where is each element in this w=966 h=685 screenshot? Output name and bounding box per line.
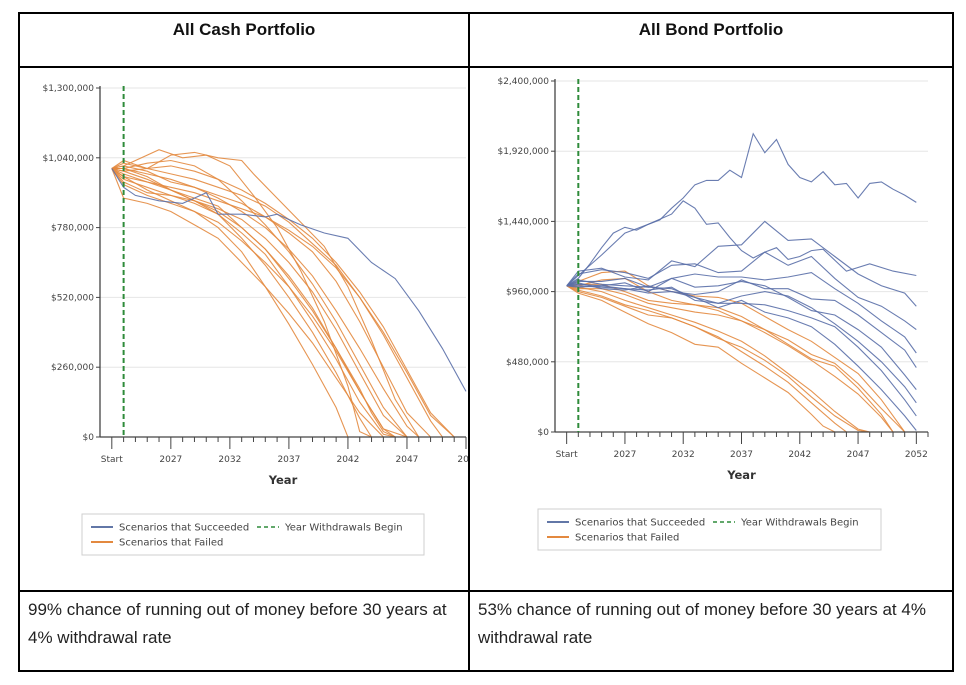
- legend-box: [81, 513, 425, 556]
- y-tick-label: $1,300,000: [42, 84, 94, 94]
- legend-failed-label: Scenarios that Failed: [575, 533, 679, 544]
- succeeded-scenario-line: [566, 277, 917, 390]
- x-axis-title: Year: [726, 468, 756, 482]
- legend-succeeded-label: Scenarios that Succeeded: [119, 523, 249, 534]
- failed-scenario-line: [566, 285, 917, 433]
- chart-legend: Scenarios that Succeeded Year Withdrawals…: [81, 513, 425, 556]
- bond-failure-note: 53% chance of running out of money befor…: [478, 600, 926, 647]
- failed-scenario-line: [111, 168, 466, 438]
- succeeded-scenario-line: [566, 279, 917, 368]
- y-tick-label: $520,000: [51, 293, 94, 303]
- bond-portfolio-chart: $0 $480,000 $960,000 $1,440,000 $1,920,000 $2…: [497, 77, 929, 551]
- header-cell-cash: All Cash Portfolio: [18, 12, 470, 68]
- legend-succeeded-label: Scenarios that Succeeded: [575, 518, 705, 529]
- y-tick-label: $480,000: [506, 358, 549, 368]
- succeeded-scenario-line: [566, 132, 917, 287]
- failed-scenario-line: [111, 159, 466, 438]
- x-tick-label: 2027: [159, 455, 182, 465]
- failed-scenario-line: [566, 285, 917, 433]
- legend-failed-label: Scenarios that Failed: [119, 538, 223, 549]
- failed-scenario-line: [111, 167, 466, 438]
- cash-portfolio-chart: $0 $260,000 $520,000 $780,000 $1,040,000 $1,3…: [42, 84, 468, 556]
- x-tick-label: 2042: [336, 455, 359, 465]
- x-tick-label: Start: [556, 450, 578, 460]
- chart-cell-cash: $0 $260,000 $520,000 $780,000 $1,040,000 $1,3…: [18, 66, 470, 592]
- succeeded-scenario-line: [566, 279, 917, 417]
- header-cell-bond: All Bond Portfolio: [468, 12, 954, 68]
- y-tick-label: $1,920,000: [497, 147, 549, 157]
- failed-scenario-line: [566, 285, 917, 433]
- legend-box: [537, 508, 882, 551]
- legend-withdrawal-label: Year Withdrawals Begin: [740, 518, 859, 529]
- failed-scenario-line: [111, 149, 466, 438]
- bond-portfolio-title: All Bond Portfolio: [638, 20, 784, 39]
- x-axis-title: Year: [268, 473, 298, 487]
- x-tick-label: 2047: [396, 455, 419, 465]
- failed-scenario-line: [111, 168, 466, 438]
- x-tick-label: 2052: [905, 450, 928, 460]
- failed-scenario-line: [111, 168, 466, 438]
- failed-scenario-line: [111, 168, 466, 438]
- x-tick-label: 2042: [788, 450, 811, 460]
- succeeded-scenario-line: [566, 283, 917, 431]
- failed-scenario-line: [111, 168, 466, 438]
- y-tick-label: $260,000: [51, 363, 94, 373]
- cash-portfolio-title: All Cash Portfolio: [172, 20, 316, 39]
- legend-withdrawal-label: Year Withdrawals Begin: [284, 523, 403, 534]
- y-tick-label: $960,000: [506, 288, 549, 298]
- failed-scenario-line: [566, 285, 917, 433]
- y-tick-label: $2,400,000: [497, 77, 549, 87]
- y-tick-label: $780,000: [51, 224, 94, 234]
- y-tick-label: $0: [538, 428, 550, 438]
- failed-scenario-line: [566, 283, 917, 433]
- x-tick-label: 2032: [218, 455, 241, 465]
- x-tick-label: 2037: [277, 455, 300, 465]
- failed-scenario-line: [566, 277, 917, 433]
- succeeded-scenario-line: [566, 220, 917, 307]
- x-tick-label: 2027: [613, 450, 636, 460]
- y-tick-label: $0: [83, 433, 95, 443]
- succeeded-scenario-line: [566, 272, 917, 354]
- footer-cell-cash: 99% chance of running out of money befor…: [18, 590, 470, 672]
- comparison-table: All Cash Portfolio All Bond Portfolio $0…: [18, 12, 954, 672]
- x-tick-label: 2047: [847, 450, 870, 460]
- succeeded-scenario-line: [566, 251, 917, 331]
- failed-scenario-line: [111, 165, 466, 438]
- x-tick-label: 205: [457, 455, 468, 465]
- y-tick-label: $1,040,000: [42, 154, 94, 164]
- cash-failure-note: 99% chance of running out of money befor…: [28, 600, 447, 647]
- succeeded-scenario-line: [566, 200, 917, 287]
- x-tick-label: Start: [101, 455, 123, 465]
- failed-scenario-line: [111, 168, 466, 438]
- footer-cell-bond: 53% chance of running out of money befor…: [468, 590, 954, 672]
- succeeded-scenario-line: [111, 168, 467, 392]
- y-tick-label: $1,440,000: [497, 217, 549, 227]
- x-tick-label: 2037: [730, 450, 753, 460]
- chart-legend: Scenarios that Succeeded Year Withdrawals…: [537, 508, 882, 551]
- chart-cell-bond: $0 $480,000 $960,000 $1,440,000 $1,920,000 $2…: [468, 66, 954, 592]
- failed-scenario-line: [111, 165, 466, 438]
- x-tick-label: 2032: [672, 450, 695, 460]
- failed-scenario-line: [111, 159, 466, 438]
